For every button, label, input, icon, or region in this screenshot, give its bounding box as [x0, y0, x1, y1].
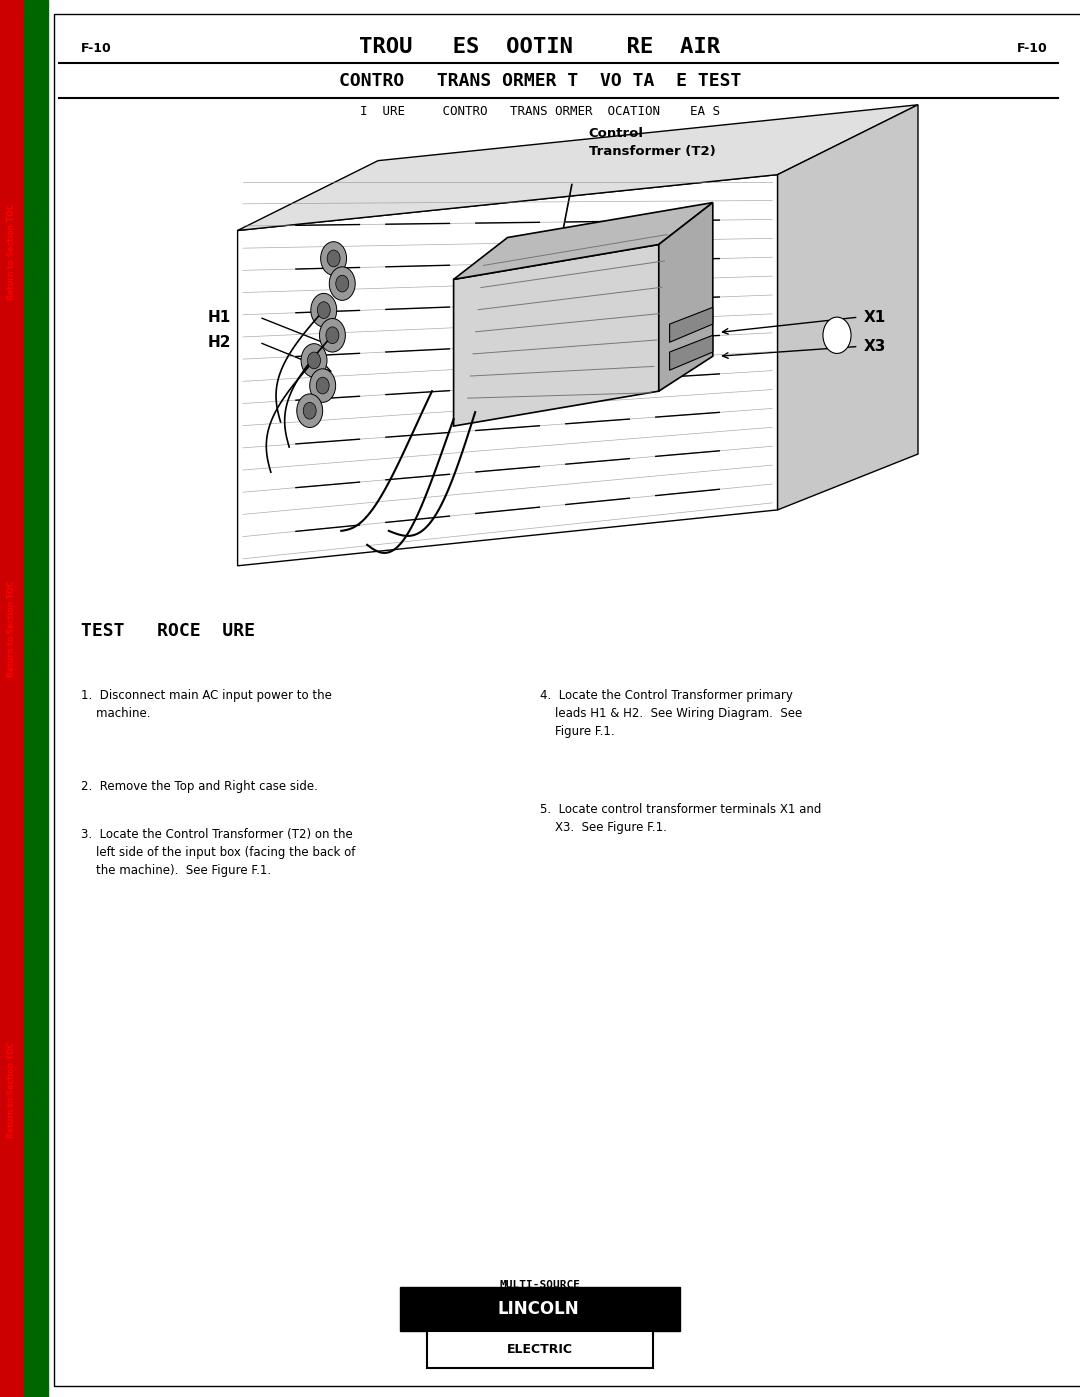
- Text: Return to Master TOC: Return to Master TOC: [31, 581, 40, 676]
- Circle shape: [316, 377, 329, 394]
- Text: MULTI-SOURCE: MULTI-SOURCE: [499, 1280, 581, 1291]
- Polygon shape: [454, 203, 713, 279]
- Text: I  URE     CONTRO   TRANS ORMER  OCATION    EA S: I URE CONTRO TRANS ORMER OCATION EA S: [360, 105, 720, 119]
- Text: Control: Control: [589, 127, 644, 140]
- Text: TROU   ES  OOTIN    RE  AIR: TROU ES OOTIN RE AIR: [360, 38, 720, 57]
- Text: TEST   ROCE  URE: TEST ROCE URE: [81, 622, 255, 640]
- Bar: [24, 0, 48, 1397]
- Circle shape: [301, 344, 327, 377]
- Text: 1.  Disconnect main AC input power to the
    machine.: 1. Disconnect main AC input power to the…: [81, 689, 332, 719]
- Circle shape: [311, 293, 337, 327]
- Circle shape: [308, 352, 321, 369]
- Text: Return to Section TOC: Return to Section TOC: [8, 581, 16, 676]
- Circle shape: [321, 242, 347, 275]
- Polygon shape: [670, 335, 713, 370]
- Circle shape: [336, 275, 349, 292]
- Text: 5.  Locate control transformer terminals X1 and
    X3.  See Figure F.1.: 5. Locate control transformer terminals …: [540, 803, 822, 834]
- Circle shape: [297, 394, 323, 427]
- Bar: [0, 0, 24, 1397]
- Text: ®: ®: [616, 1295, 622, 1303]
- Text: Return to Master TOC: Return to Master TOC: [31, 204, 40, 299]
- Text: Return to Master TOC: Return to Master TOC: [31, 1042, 40, 1137]
- Polygon shape: [778, 105, 918, 510]
- Polygon shape: [659, 203, 713, 391]
- Text: 3.  Locate the Control Transformer (T2) on the
    left side of the input box (f: 3. Locate the Control Transformer (T2) o…: [81, 828, 355, 877]
- Polygon shape: [454, 244, 659, 426]
- Circle shape: [326, 327, 339, 344]
- Circle shape: [327, 250, 340, 267]
- Text: F-10: F-10: [1017, 42, 1048, 56]
- Circle shape: [320, 319, 346, 352]
- Polygon shape: [670, 307, 713, 342]
- Circle shape: [310, 369, 336, 402]
- Bar: [427, 1331, 653, 1368]
- Text: 2.  Remove the Top and Right case side.: 2. Remove the Top and Right case side.: [81, 780, 318, 792]
- Text: X1: X1: [864, 310, 887, 324]
- Text: H2: H2: [207, 335, 231, 349]
- Text: Return to Section TOC: Return to Section TOC: [8, 204, 16, 299]
- Text: LINCOLN: LINCOLN: [497, 1301, 579, 1317]
- Circle shape: [318, 302, 330, 319]
- Circle shape: [329, 267, 355, 300]
- Polygon shape: [238, 175, 778, 566]
- Text: ELECTRIC: ELECTRIC: [507, 1343, 573, 1356]
- Text: F-10: F-10: [81, 42, 111, 56]
- Text: 4.  Locate the Control Transformer primary
    leads H1 & H2.  See Wiring Diagra: 4. Locate the Control Transformer primar…: [540, 689, 802, 738]
- Circle shape: [303, 402, 316, 419]
- Circle shape: [823, 317, 851, 353]
- Text: Return to Section TOC: Return to Section TOC: [8, 1042, 16, 1137]
- Text: X3: X3: [864, 339, 887, 353]
- Text: H1: H1: [207, 310, 231, 324]
- Polygon shape: [238, 105, 918, 231]
- Text: CONTRO   TRANS ORMER T  VO TA  E TEST: CONTRO TRANS ORMER T VO TA E TEST: [339, 73, 741, 89]
- Text: Transformer (T2): Transformer (T2): [589, 145, 715, 158]
- Bar: [400, 1287, 680, 1331]
